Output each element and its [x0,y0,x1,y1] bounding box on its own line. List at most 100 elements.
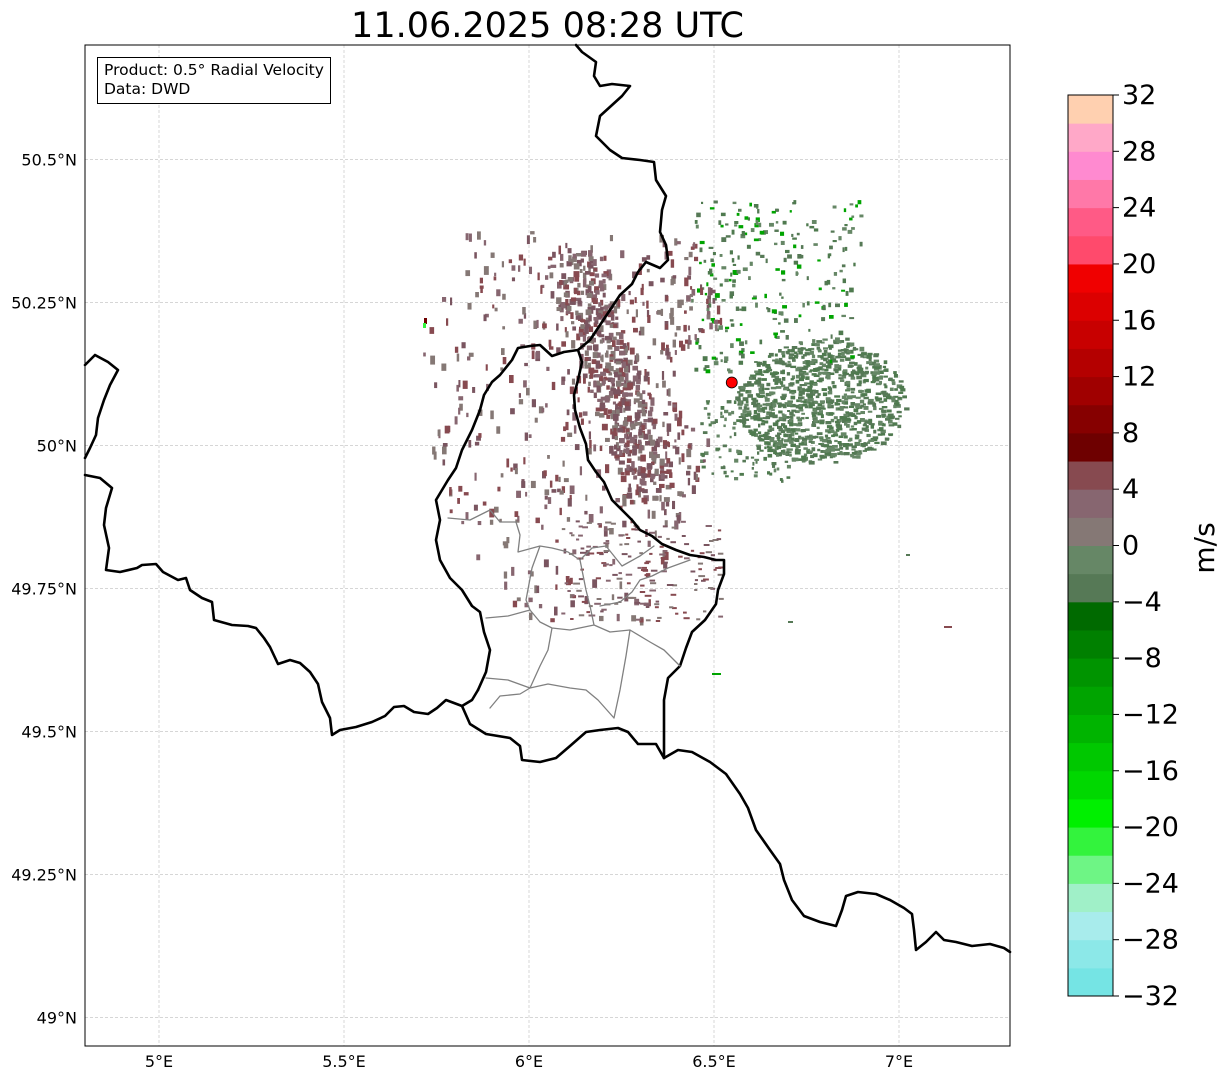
echo-cell [599,402,606,409]
echo-cell [596,598,602,600]
echo-cell [878,407,884,410]
echo-cell [526,387,530,396]
echo-cell [743,406,747,410]
echo-cell [814,390,819,394]
echo-cell [745,456,749,460]
echo-cell [766,413,771,416]
echo-cell [758,438,765,442]
echo-cell [822,338,828,341]
echo-cell [702,356,708,362]
echo-cell [662,440,668,449]
echo-cell [648,434,653,442]
echo-cell [633,468,637,474]
echo-cell [646,473,652,478]
echo-cell [603,526,608,532]
echo-cell [423,323,426,328]
echo-cell [593,381,599,388]
echo-cell [761,434,765,437]
echo-cell [773,468,777,473]
echo-cell [594,318,599,325]
echo-cell [483,240,487,246]
echo-cell [818,410,823,414]
echo-cell [636,379,641,385]
echo-cell [867,401,874,405]
echo-cell [791,233,794,237]
echo-cell [782,377,786,381]
echo-cell [645,560,651,563]
echo-cell [601,273,607,278]
echo-cell [833,272,838,276]
echo-cell [789,423,794,427]
echo-cell [513,463,518,471]
echo-cell [595,374,601,378]
echo-cell [543,470,547,477]
echo-cell [601,379,606,386]
echo-cell [476,554,481,561]
echo-cell [657,436,663,443]
echo-cell [476,435,481,441]
echo-cell [883,398,888,402]
echo-cell [756,361,761,366]
echo-cell [720,224,724,228]
echo-cell [776,442,783,446]
echo-cell [762,410,766,413]
echo-cell [457,498,460,504]
lon-tick-label: 6°E [515,1052,543,1071]
echo-cell [578,412,583,418]
echo-cell [793,260,799,265]
echo-cell [821,352,827,357]
echo-cell [854,436,859,440]
echo-cell [678,457,681,465]
echo-cell [526,235,530,245]
echo-cell [592,369,599,373]
echo-cell [711,356,717,360]
echo-cell [548,256,553,261]
echo-cell [734,458,739,463]
echo-cell [825,429,831,433]
echo-cell [881,390,887,395]
echo-cell [764,387,770,391]
echo-cell [672,445,677,449]
echo-cell [751,432,756,437]
echo-cell [778,416,784,421]
echo-cell [906,554,910,556]
echo-cell [598,310,604,315]
echo-cell [511,566,515,576]
echo-cell [709,540,714,542]
echo-cell [879,380,883,385]
echo-cell [832,445,838,448]
echo-cell [712,299,716,304]
echo-cell [777,437,780,441]
echo-cell [776,419,780,423]
echo-cell [664,520,668,528]
echo-cell [748,429,753,433]
echo-cell [806,388,813,393]
echo-cell [754,223,759,228]
echo-cell [642,390,646,395]
echo-cell [688,266,692,276]
echo-cell [886,409,892,413]
echo-cell [631,461,635,468]
echo-cell [752,399,759,403]
echo-cell [888,419,893,424]
echo-cell [589,371,594,379]
echo-cell [813,383,818,386]
echo-cell [851,448,856,451]
echo-cell [849,361,855,365]
echo-cell [578,332,583,337]
echo-cell [633,434,638,439]
echo-cell [548,339,552,347]
echo-cell [765,415,771,420]
echo-cell [587,303,592,307]
echo-cell [583,265,586,271]
echo-cell [691,298,694,303]
echo-cell [687,444,691,449]
echo-cell [585,284,590,289]
echo-cell [594,286,600,292]
echo-cell [617,402,621,406]
echo-cell [713,361,719,366]
echo-cell [589,259,596,264]
echo-cell [620,382,626,386]
echo-cell [564,279,569,283]
